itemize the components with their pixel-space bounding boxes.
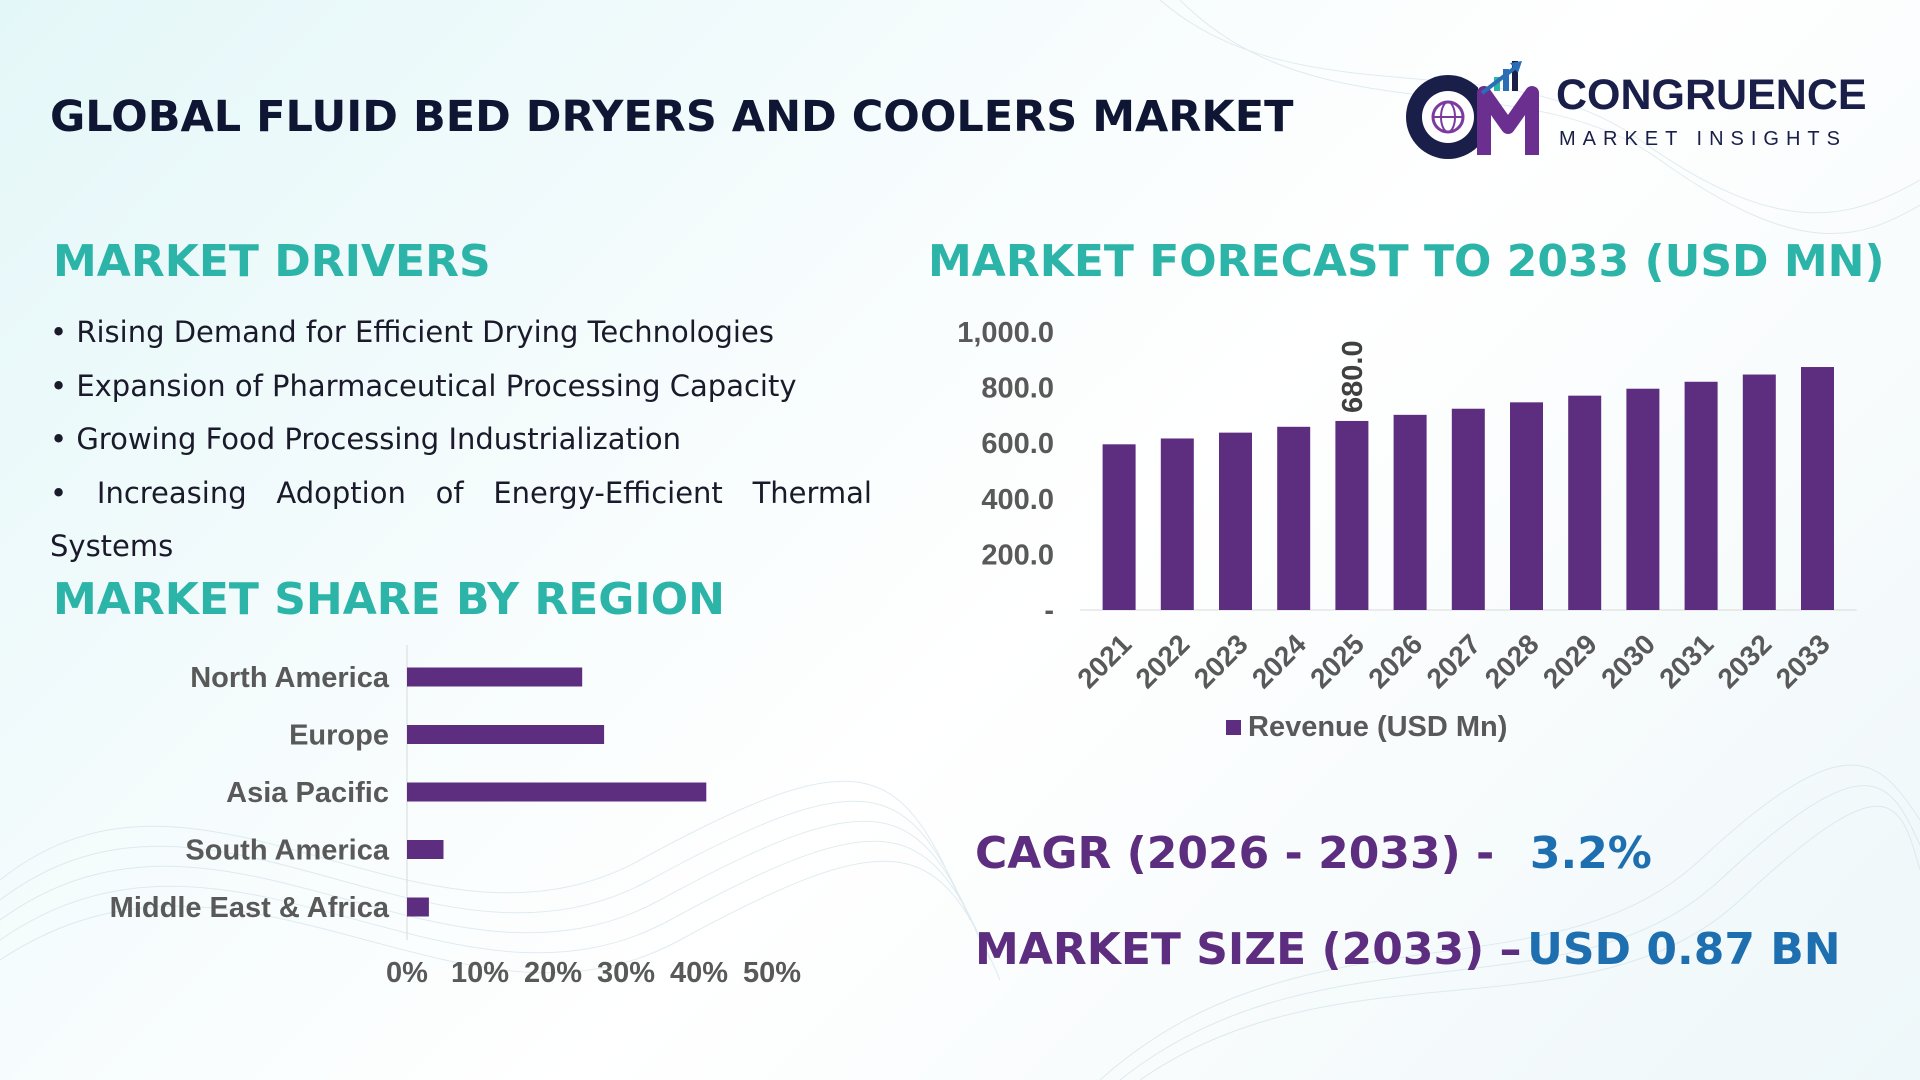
region-category-label: Europe bbox=[289, 720, 389, 752]
region-bar bbox=[407, 782, 707, 802]
forecast-bar bbox=[1102, 444, 1136, 610]
region-x-tick: 50% bbox=[743, 957, 801, 989]
forecast-x-tick: 2026 bbox=[1362, 628, 1428, 694]
forecast-data-label: 680.0 bbox=[1337, 340, 1369, 413]
driver-item: • Growing Food Processing Industrializat… bbox=[50, 422, 682, 456]
forecast-y-tick: 200.0 bbox=[981, 539, 1054, 571]
forecast-bar bbox=[1277, 426, 1311, 610]
forecast-x-tick: 2027 bbox=[1421, 628, 1487, 694]
forecast-x-tick: 2022 bbox=[1130, 628, 1196, 694]
region-bar bbox=[407, 667, 583, 687]
company-logo: CONGRUENCE MARKET INSIGHTS bbox=[1398, 55, 1878, 165]
forecast-x-tick: 2029 bbox=[1537, 628, 1603, 694]
forecast-y-tick: 600.0 bbox=[981, 428, 1054, 460]
forecast-bar bbox=[1568, 395, 1602, 610]
forecast-heading: MARKET FORECAST TO 2033 (USD MN) bbox=[928, 236, 1885, 287]
region-x-tick: 10% bbox=[451, 957, 509, 989]
region-share-chart: North America Europe Asia Pacific South Ame… bbox=[110, 645, 801, 989]
drivers-heading: MARKET DRIVERS bbox=[53, 236, 491, 287]
legend-label: Revenue (USD Mn) bbox=[1248, 711, 1507, 743]
market-size-stat: MARKET SIZE (2033) – USD 0.87 BN bbox=[975, 924, 1841, 975]
forecast-bar bbox=[1742, 374, 1776, 610]
market-size-label: MARKET SIZE (2033) – bbox=[975, 924, 1522, 975]
driver-item: • Expansion of Pharmaceutical Processing… bbox=[50, 368, 797, 403]
cagr-label: CAGR (2026 - 2033) - bbox=[975, 828, 1495, 879]
driver-item: • Rising Demand for Efficient Drying Tec… bbox=[50, 315, 774, 349]
region-category-label: Middle East & Africa bbox=[110, 892, 390, 924]
region-bar bbox=[407, 897, 429, 917]
region-x-tick: 0% bbox=[386, 957, 428, 989]
legend-swatch bbox=[1226, 720, 1241, 735]
market-size-value: USD 0.87 BN bbox=[1527, 924, 1841, 975]
forecast-bar bbox=[1626, 388, 1660, 610]
forecast-x-tick: 2031 bbox=[1653, 628, 1719, 694]
page-title: GLOBAL FLUID BED DRYERS AND COOLERS MARK… bbox=[50, 92, 1294, 142]
forecast-x-tick: 2033 bbox=[1770, 628, 1836, 694]
region-x-tick: 30% bbox=[597, 957, 655, 989]
forecast-bar bbox=[1801, 367, 1834, 610]
forecast-x-tick: 2021 bbox=[1071, 628, 1137, 694]
drivers-list: • Rising Demand for Efficient Drying Tec… bbox=[50, 306, 872, 574]
forecast-y-tick: 800.0 bbox=[981, 373, 1054, 405]
cagr-value: 3.2% bbox=[1529, 828, 1652, 879]
logo-company-name: CONGRUENCE bbox=[1556, 71, 1867, 119]
driver-item: • Increasing Adoption of Energy-Efficien… bbox=[50, 475, 872, 564]
region-x-tick: 20% bbox=[524, 957, 582, 989]
logo-mark-icon bbox=[1406, 61, 1539, 159]
region-category-label: Asia Pacific bbox=[226, 777, 389, 809]
forecast-x-tick: 2025 bbox=[1304, 628, 1370, 694]
forecast-x-tick: 2024 bbox=[1246, 628, 1312, 694]
forecast-y-tick: 1,000.0 bbox=[957, 317, 1054, 349]
region-category-label: South America bbox=[185, 835, 389, 867]
region-x-tick: 40% bbox=[670, 957, 728, 989]
forecast-x-tick: 2028 bbox=[1479, 628, 1545, 694]
forecast-bar bbox=[1451, 408, 1485, 610]
logo-subtitle: MARKET INSIGHTS bbox=[1559, 128, 1847, 150]
forecast-bar bbox=[1219, 432, 1252, 610]
forecast-chart: - 200.0 400.0 600.0 800.0 1,000.0 202120222023… bbox=[957, 317, 1857, 743]
forecast-bar bbox=[1510, 402, 1543, 610]
forecast-bar bbox=[1335, 420, 1369, 610]
forecast-x-tick: 2023 bbox=[1188, 628, 1254, 694]
region-heading: MARKET SHARE BY REGION bbox=[53, 574, 725, 625]
region-bar bbox=[407, 725, 605, 744]
forecast-bar bbox=[1684, 381, 1718, 610]
forecast-bar bbox=[1393, 414, 1427, 610]
forecast-y-tick: 400.0 bbox=[981, 484, 1054, 516]
region-category-label: North America bbox=[190, 662, 390, 694]
forecast-y-tick: - bbox=[1044, 595, 1054, 627]
cagr-stat: CAGR (2026 - 2033) - 3.2% bbox=[975, 828, 1652, 879]
forecast-bar bbox=[1160, 438, 1194, 610]
region-bar bbox=[407, 840, 444, 859]
forecast-x-tick: 2032 bbox=[1712, 628, 1778, 694]
forecast-x-tick: 2030 bbox=[1595, 628, 1661, 694]
